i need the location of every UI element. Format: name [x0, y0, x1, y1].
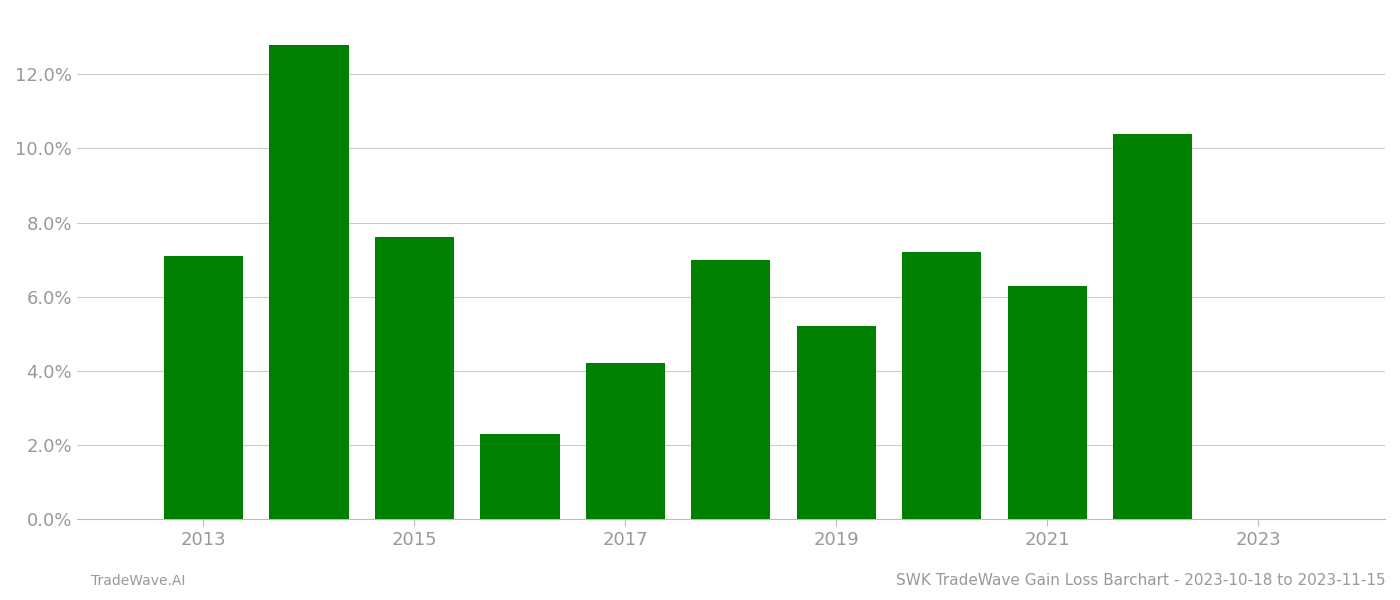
Bar — [903, 252, 981, 519]
Bar — [1008, 286, 1086, 519]
Bar — [692, 260, 770, 519]
Bar — [375, 238, 454, 519]
Bar — [1113, 134, 1193, 519]
Bar — [585, 364, 665, 519]
Bar — [480, 434, 560, 519]
Bar — [164, 256, 244, 519]
Bar — [797, 326, 876, 519]
Text: TradeWave.AI: TradeWave.AI — [91, 574, 185, 588]
Bar — [269, 44, 349, 519]
Text: SWK TradeWave Gain Loss Barchart - 2023-10-18 to 2023-11-15: SWK TradeWave Gain Loss Barchart - 2023-… — [896, 573, 1386, 588]
